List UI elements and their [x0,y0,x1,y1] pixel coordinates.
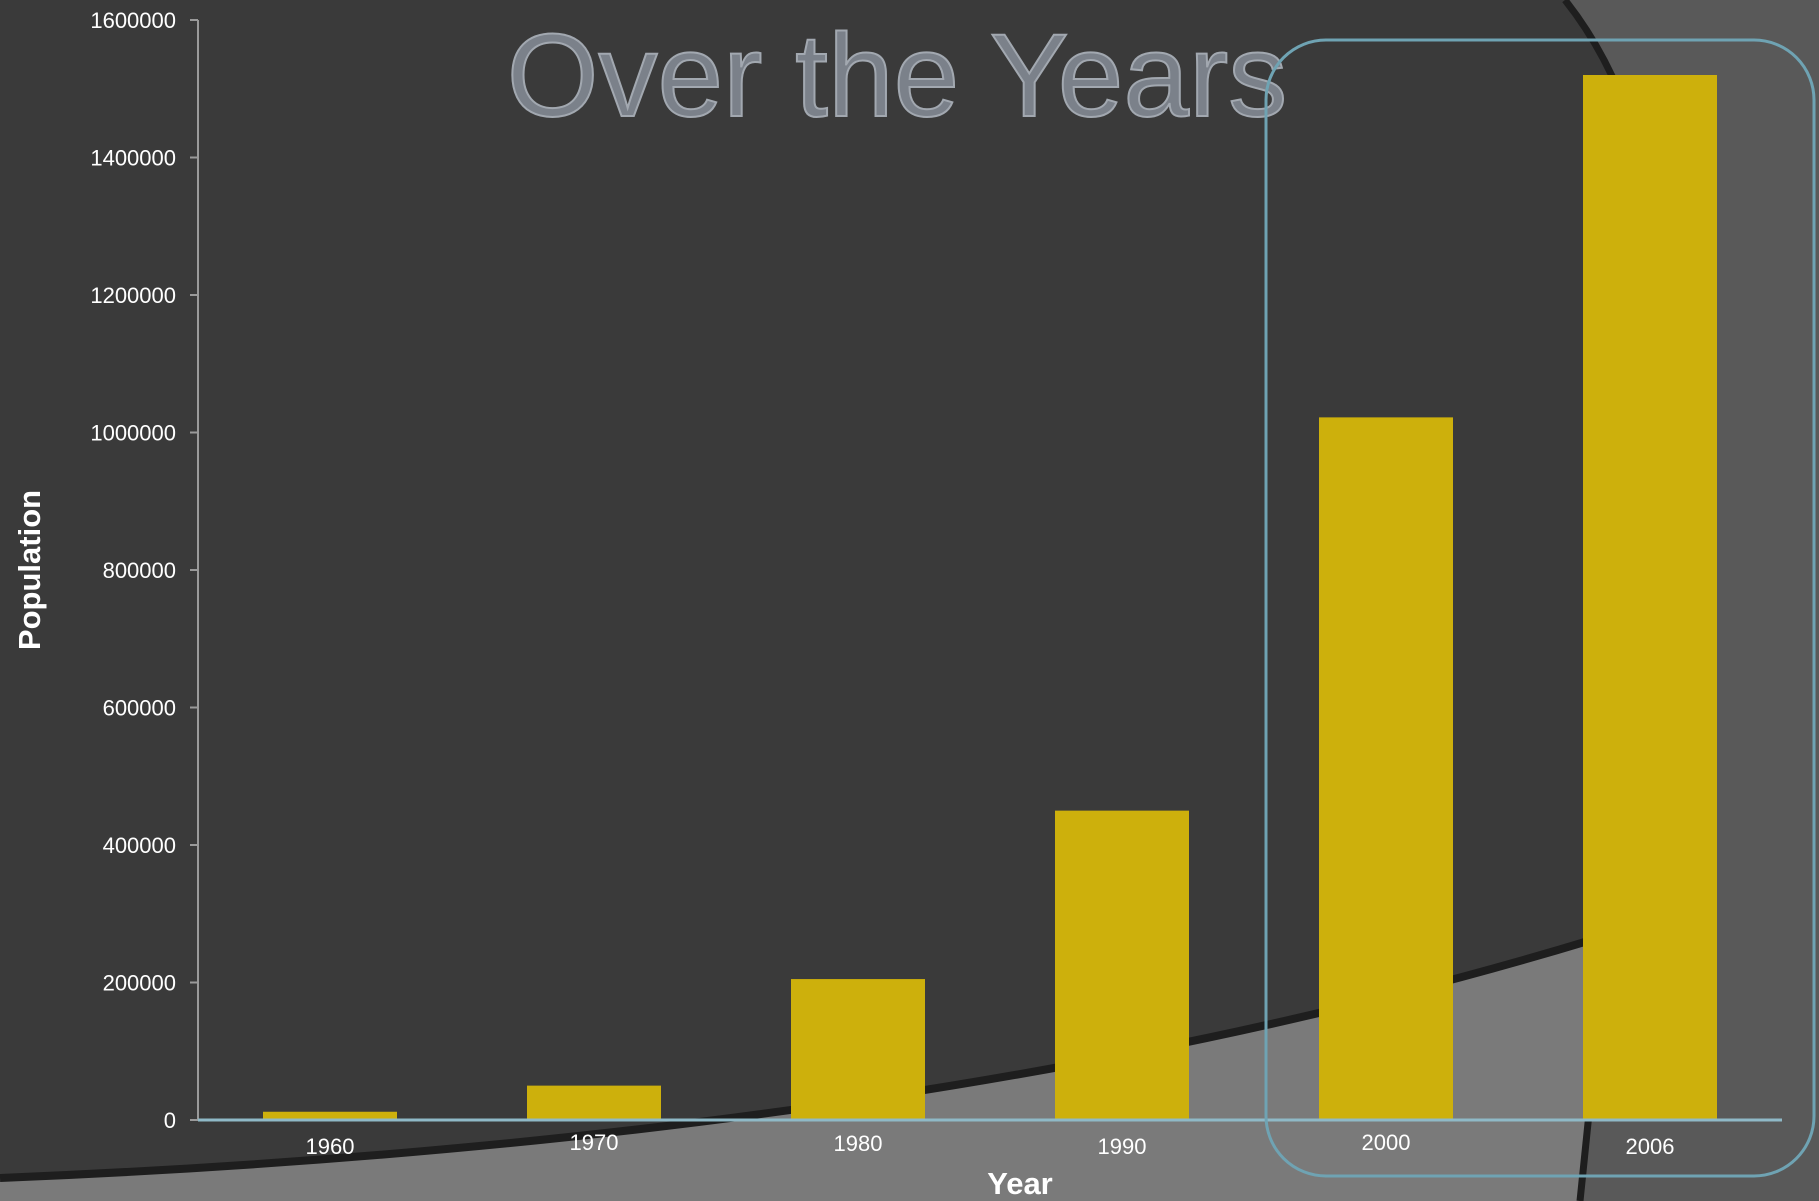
x-tick-label-1980: 1980 [834,1131,883,1156]
y-axis-title: Population [12,490,47,650]
bar-1960 [263,1111,397,1120]
y-tick-label: 0 [164,1108,176,1133]
bars [263,75,1717,1120]
y-tick-label: 200000 [103,971,176,996]
x-tick-label-1970: 1970 [570,1130,619,1155]
y-tick-label: 400000 [103,833,176,858]
bar-2000 [1319,417,1453,1120]
bar-1980 [791,979,925,1120]
y-tick-label: 800000 [103,558,176,583]
highlight-box [1264,38,1816,1178]
y-axis: 0 200000 400000 600000 800000 1000000 1200000 1… [90,8,198,1133]
x-axis-title: Year [987,1166,1053,1201]
y-tick-label: 1200000 [90,283,176,308]
bar-2006 [1583,75,1717,1120]
x-tick-label-1990: 1990 [1098,1134,1147,1159]
slide-title: Over the Years [507,10,1288,142]
bar-1970 [527,1085,661,1120]
x-tick-label-2000: 2000 [1362,1130,1411,1155]
x-tick-label-1960: 1960 [306,1134,355,1159]
y-tick-label: 1000000 [90,421,176,446]
y-tick-label: 1400000 [90,146,176,171]
x-axis-labels: 1960 1970 1980 1990 2000 2006 [306,1130,1675,1159]
y-tick-label: 600000 [103,696,176,721]
y-tick-label: 1600000 [90,8,176,33]
x-tick-label-2006: 2006 [1626,1134,1675,1159]
bar-1990 [1055,810,1189,1120]
